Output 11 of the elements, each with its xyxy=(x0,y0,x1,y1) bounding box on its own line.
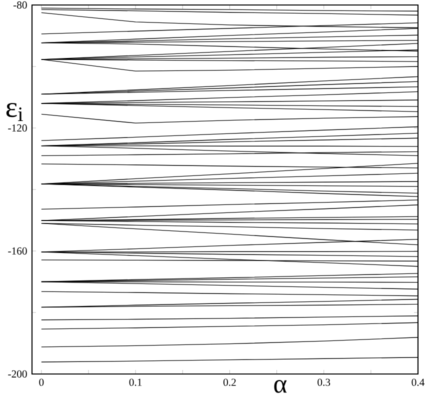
x-tick-label: 0 xyxy=(39,378,44,386)
x-tick-label: 0.2 xyxy=(223,378,236,386)
y-tick-label: -80 xyxy=(13,1,27,9)
x-tick-label: 0.3 xyxy=(318,378,330,386)
y-axis-title: ε$_{i}$ xyxy=(6,103,23,121)
x-tick-label: 0.1 xyxy=(129,378,142,386)
x-axis-title: α xyxy=(274,380,287,393)
x-tick-label: 0.4 xyxy=(412,378,424,386)
y-tick-label: -120 xyxy=(8,124,27,132)
y-tick-label: -160 xyxy=(8,247,27,255)
y-tick-label: -200 xyxy=(8,370,27,378)
